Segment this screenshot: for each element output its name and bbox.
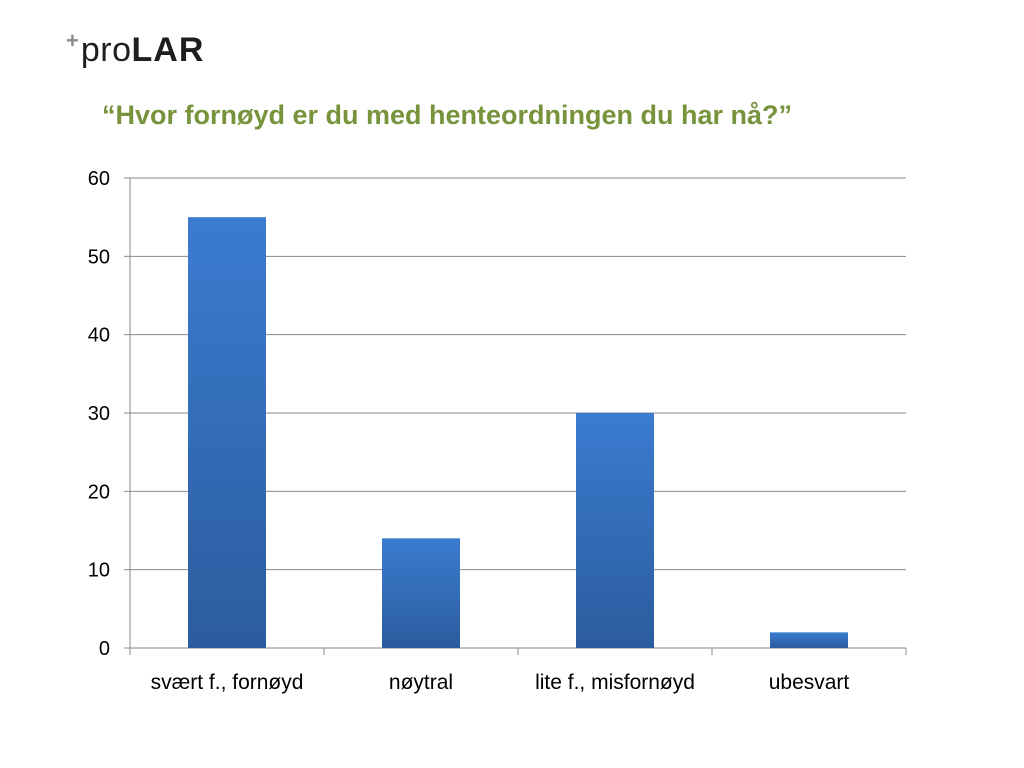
y-tick-label: 50 bbox=[88, 246, 110, 268]
y-tick-label: 60 bbox=[88, 168, 110, 190]
logo-pro-text: pro bbox=[80, 31, 132, 69]
y-tick-label: 0 bbox=[99, 638, 110, 660]
y-tick-label: 20 bbox=[88, 481, 110, 503]
y-tick-label: 40 bbox=[88, 325, 110, 347]
x-category-label: ubesvart bbox=[769, 671, 850, 694]
logo-lar-text: LAR bbox=[131, 31, 205, 69]
chart-title: “Hvor fornøyd er du med henteordningen d… bbox=[102, 100, 793, 130]
bar-3 bbox=[576, 413, 654, 648]
y-tick-label: 30 bbox=[88, 403, 110, 425]
y-tick-label: 10 bbox=[88, 560, 110, 582]
bar-1 bbox=[188, 217, 266, 648]
x-category-label: nøytral bbox=[389, 671, 453, 694]
bar-4 bbox=[770, 632, 848, 648]
logo: + pro LAR bbox=[66, 30, 204, 70]
x-category-label: svært f., fornøyd bbox=[151, 671, 304, 694]
logo-plus: + bbox=[66, 28, 79, 53]
bar-2 bbox=[382, 538, 460, 648]
x-category-label: lite f., misfornøyd bbox=[535, 671, 695, 694]
